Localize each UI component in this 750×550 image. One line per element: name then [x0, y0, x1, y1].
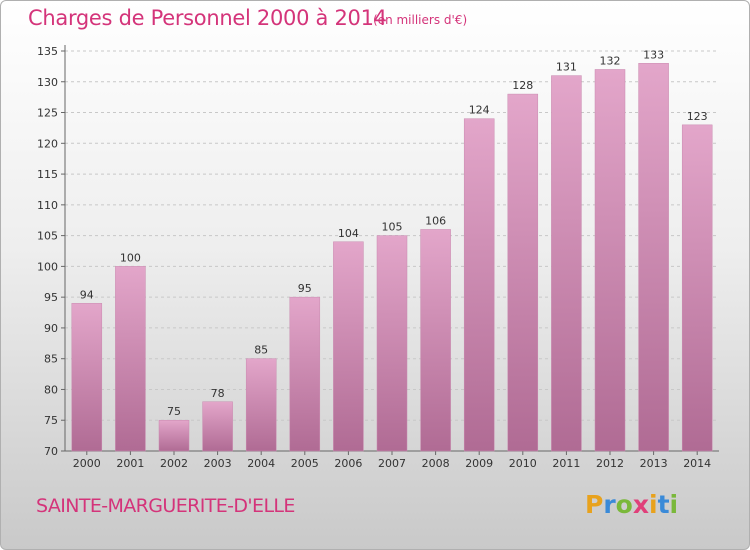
y-tick-label: 130 — [37, 76, 58, 89]
data-label-2011: 131 — [556, 61, 577, 74]
x-tick-label-2011: 2011 — [552, 457, 580, 470]
bar-2008 — [420, 229, 451, 452]
x-tick-label-2013: 2013 — [640, 457, 668, 470]
data-label-2014: 123 — [687, 110, 708, 123]
y-tick-label: 120 — [37, 137, 58, 150]
data-label-2003: 78 — [211, 387, 225, 400]
data-label-2002: 75 — [167, 405, 181, 418]
data-label-2013: 133 — [643, 48, 664, 61]
data-label-2007: 105 — [382, 221, 403, 234]
y-tick-label: 105 — [37, 230, 58, 243]
data-label-2000: 94 — [80, 288, 94, 301]
bar-2003 — [202, 401, 233, 452]
data-label-2001: 100 — [120, 251, 141, 264]
bar-2004 — [245, 358, 277, 452]
bar-2011 — [551, 75, 582, 452]
x-tick-label-2010: 2010 — [509, 457, 537, 470]
y-tick-label: 80 — [44, 383, 58, 396]
x-tick-label-2006: 2006 — [334, 457, 362, 470]
bar-2014 — [681, 124, 713, 452]
x-tick-label-2000: 2000 — [73, 457, 101, 470]
x-tick-label-2001: 2001 — [116, 457, 144, 470]
bars — [71, 63, 713, 452]
data-label-2008: 106 — [425, 214, 446, 227]
x-tick-label-2008: 2008 — [422, 457, 450, 470]
bar-2005 — [289, 296, 321, 452]
labels: 94 2000 100 2001 75 2002 78 2003 85 2004 95 2005 104… — [73, 48, 711, 470]
chart-title: Charges de Personnel 2000 à 2014 — [28, 6, 387, 30]
y-tick-label: 125 — [37, 107, 58, 120]
bar-2001 — [115, 266, 146, 452]
y-tick-label: 115 — [37, 168, 58, 181]
y-tick-label: 75 — [44, 414, 58, 427]
x-tick-label-2014: 2014 — [683, 457, 711, 470]
x-tick-label-2007: 2007 — [378, 457, 406, 470]
y-tick-label: 70 — [44, 445, 58, 458]
chart-subtitle: (en milliers d'€) — [373, 13, 468, 27]
bar-2009 — [463, 118, 495, 452]
bar-2000 — [71, 303, 103, 452]
bar-2007 — [376, 235, 408, 452]
data-label-2012: 132 — [600, 54, 621, 67]
x-tick-label-2005: 2005 — [291, 457, 319, 470]
axes: 70 75 80 85 90 95 100 105 110 115 120 125 130 135 — [37, 45, 719, 458]
x-tick-label-2004: 2004 — [247, 457, 275, 470]
x-tick-label-2009: 2009 — [465, 457, 493, 470]
data-label-2005: 95 — [298, 282, 312, 295]
data-label-2004: 85 — [254, 344, 268, 357]
data-label-2006: 104 — [338, 227, 359, 240]
data-label-2009: 124 — [469, 104, 490, 117]
brand-logo: Proxiti — [585, 490, 679, 519]
x-tick-label-2002: 2002 — [160, 457, 188, 470]
x-tick-label-2003: 2003 — [204, 457, 232, 470]
bar-2006 — [333, 241, 364, 452]
y-tick-label: 135 — [37, 45, 58, 58]
y-tick-label: 100 — [37, 260, 58, 273]
y-tick-label: 90 — [44, 322, 58, 335]
town-name: SAINTE-MARGUERITE-D'ELLE — [36, 495, 295, 517]
bar-2010 — [507, 93, 539, 452]
data-label-2010: 128 — [512, 79, 533, 92]
bar-2012 — [594, 69, 626, 452]
x-tick-label-2012: 2012 — [596, 457, 624, 470]
y-tick-label: 95 — [44, 291, 58, 304]
y-tick-label: 85 — [44, 353, 58, 366]
y-tick-label: 110 — [37, 199, 58, 212]
bar-2002 — [158, 419, 190, 452]
bar-2013 — [638, 63, 669, 452]
